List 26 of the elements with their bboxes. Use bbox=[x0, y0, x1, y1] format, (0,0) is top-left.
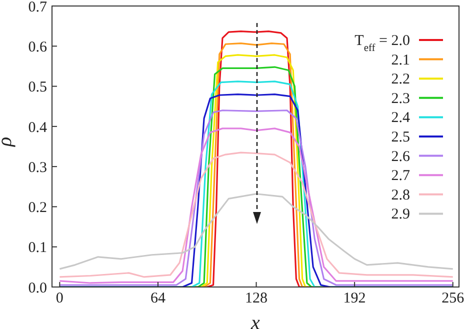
x-tick-label: 128 bbox=[245, 290, 268, 307]
x-tick-label: 192 bbox=[343, 290, 366, 307]
legend-label: 2.8 bbox=[391, 187, 410, 204]
legend-label: 2.2 bbox=[391, 72, 410, 88]
legend-label: 2.9 bbox=[391, 206, 410, 223]
x-tick-label: 0 bbox=[56, 290, 64, 307]
y-tick-label: 0.7 bbox=[28, 0, 48, 16]
legend-label: 2.6 bbox=[391, 148, 410, 165]
legend-label: 2.5 bbox=[391, 130, 410, 146]
legend-label: 2.3 bbox=[391, 90, 410, 107]
x-tick-label: 64 bbox=[150, 290, 166, 307]
legend-label: 2.4 bbox=[391, 110, 410, 126]
y-tick-label: 0.0 bbox=[28, 280, 47, 296]
y-tick-label: 0.5 bbox=[28, 80, 47, 96]
y-tick-label: 0.2 bbox=[28, 200, 47, 216]
y-tick-label: 0.6 bbox=[28, 39, 48, 56]
legend-label: T$_{eff}$ = 2.0 bbox=[354, 33, 410, 54]
line-series bbox=[58, 152, 454, 278]
y-axis-title: ρ bbox=[0, 136, 16, 148]
legend-label: 2.7 bbox=[391, 168, 410, 184]
y-tick-label: 0.4 bbox=[28, 120, 48, 136]
x-tick-label: 256 bbox=[442, 290, 465, 307]
y-tick-label: 0.3 bbox=[28, 160, 47, 176]
y-tick-label: 0.1 bbox=[28, 240, 47, 256]
x-axis-title: x bbox=[250, 312, 260, 329]
legend-label: 2.1 bbox=[391, 52, 410, 68]
